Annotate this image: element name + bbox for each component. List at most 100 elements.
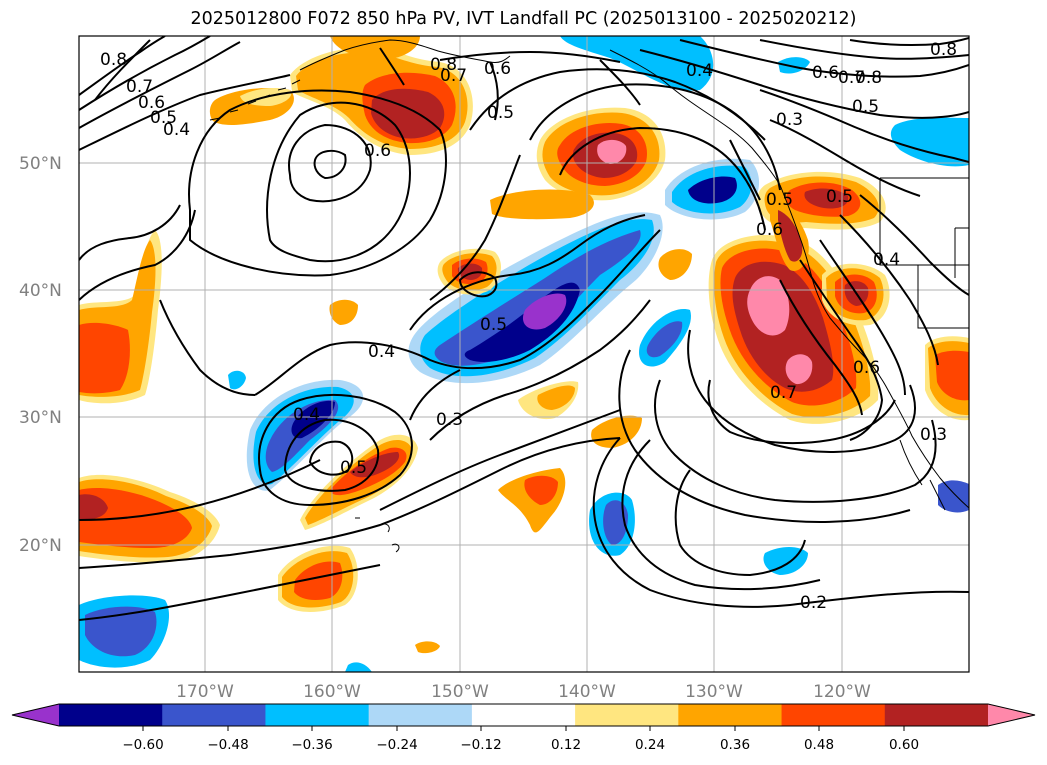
neg-patch-bottom-center bbox=[345, 662, 372, 672]
inland-border-3 bbox=[954, 227, 969, 278]
pos-gulf-max bbox=[597, 139, 627, 164]
colorbar-ticks bbox=[142, 726, 905, 731]
colorbar-tick-label: 0.12 bbox=[551, 737, 581, 753]
alaska-peninsula-coast bbox=[299, 39, 511, 71]
colorbar-tick-label: −0.12 bbox=[460, 737, 501, 753]
pos-s15-core bbox=[294, 561, 343, 600]
colorbar-outline bbox=[11, 703, 1036, 727]
pos-gulf-tail bbox=[490, 189, 594, 220]
colorbar-swatch bbox=[471, 704, 576, 726]
contour-label: 0.3 bbox=[436, 410, 463, 430]
neg-band-central-max bbox=[522, 293, 567, 330]
us-west-coast bbox=[811, 277, 969, 509]
colorbar-tick-label: −0.48 bbox=[207, 737, 248, 753]
neg-patch-south-core bbox=[603, 500, 628, 545]
contour-label: 0.8 bbox=[100, 50, 127, 70]
lon-label-120w: 120°W bbox=[813, 682, 871, 702]
lon-label-160w: 160°W bbox=[303, 682, 361, 702]
longitude-labels: 170°W 160°W 150°W 140°W 130°W 120°W bbox=[176, 682, 871, 702]
colorbar: −0.60 −0.48 −0.36 −0.24 −0.12 0.12 0.24 … bbox=[11, 703, 1036, 753]
lon-label-170w: 170°W bbox=[176, 682, 234, 702]
neg-gulf-core bbox=[688, 176, 737, 204]
neg-patch-sw-core bbox=[85, 606, 157, 657]
lat-label-20n: 20°N bbox=[19, 536, 62, 556]
colorbar-swatch bbox=[59, 704, 163, 726]
colorbar-swatch bbox=[265, 704, 370, 726]
neg-patch-far-east bbox=[938, 480, 969, 513]
neg-patch-small1 bbox=[228, 370, 246, 390]
colorbar-tick-label: 0.24 bbox=[635, 737, 665, 753]
colorbar-swatch bbox=[162, 704, 266, 726]
colorbar-swatch bbox=[884, 704, 989, 726]
coastlines bbox=[209, 39, 969, 553]
colorbar-swatch bbox=[678, 704, 783, 726]
bc-coast bbox=[779, 184, 813, 279]
contour-label: 0.6 bbox=[364, 141, 391, 161]
contour-label: 0.8 bbox=[430, 55, 457, 75]
colorbar-swatches bbox=[12, 704, 1035, 726]
map-title: 2025012800 F072 850 hPa PV, IVT Landfall… bbox=[190, 9, 857, 29]
contour-label: 0.3 bbox=[920, 425, 947, 445]
pos-east-edge-core bbox=[935, 350, 969, 401]
pos-coast-link-core bbox=[778, 210, 803, 262]
colorbar-tick-label: 0.48 bbox=[804, 737, 834, 753]
colorbar-extend-max bbox=[988, 704, 1035, 726]
mexico-gulf-coast bbox=[929, 479, 946, 511]
colorbar-swatch bbox=[368, 704, 473, 726]
colorbar-tick-label: −0.60 bbox=[122, 737, 163, 753]
pos-patch-160-38 bbox=[329, 299, 358, 325]
lon-label-130w: 130°W bbox=[685, 682, 743, 702]
pos-aleut-top bbox=[330, 36, 420, 60]
pos-west22-max bbox=[79, 494, 108, 520]
latitude-labels: 50°N 40°N 30°N 20°N bbox=[19, 154, 62, 556]
contour-label: 0.5 bbox=[766, 190, 793, 210]
contour-label: 0.4 bbox=[686, 61, 713, 81]
colorbar-swatch bbox=[575, 704, 679, 726]
map-frame bbox=[78, 35, 970, 673]
contour-label: 0.7 bbox=[770, 383, 797, 403]
contour-label: 0.6 bbox=[138, 93, 165, 113]
inland-border-2 bbox=[917, 265, 969, 329]
pos-patch-140-25-core bbox=[524, 475, 558, 505]
contour-label: 0.6 bbox=[756, 220, 783, 240]
neg-patch-top-right bbox=[778, 57, 810, 74]
colorbar-tick-label: 0.36 bbox=[720, 737, 750, 753]
contour-label: 0.8 bbox=[855, 68, 882, 88]
colorbar-tick-label: 0.60 bbox=[889, 737, 919, 753]
contour-label: 0.6 bbox=[812, 63, 839, 83]
pos-coast-max bbox=[804, 188, 849, 209]
pos-patch-133-42 bbox=[658, 249, 692, 280]
pos-patch-148-13 bbox=[415, 641, 440, 654]
neg-patch-mid2 bbox=[646, 321, 683, 358]
colorbar-swatch bbox=[781, 704, 886, 726]
pos-east-max1 bbox=[747, 276, 790, 336]
contour-label: 0.7 bbox=[126, 77, 153, 97]
contour-label: 0.8 bbox=[930, 40, 957, 60]
lon-label-140w: 140°W bbox=[558, 682, 616, 702]
inland-border-1 bbox=[879, 178, 969, 266]
hawaii-islands bbox=[355, 517, 400, 553]
lat-label-30n: 30°N bbox=[19, 408, 62, 428]
contour-label: 0.4 bbox=[368, 342, 395, 362]
se-alaska-coast bbox=[609, 49, 781, 186]
contour-label: 0.3 bbox=[776, 110, 803, 130]
contour-label: 0.7 bbox=[440, 66, 467, 86]
lon-label-150w: 150°W bbox=[431, 682, 489, 702]
neg-patch-east bbox=[890, 117, 969, 167]
pos-west35-core bbox=[79, 322, 130, 394]
pos-sw-band-max bbox=[350, 452, 400, 478]
contour-label: 0.4 bbox=[873, 250, 900, 270]
colorbar-tick-label: −0.36 bbox=[291, 737, 332, 753]
contour-label: 0.6 bbox=[853, 358, 880, 378]
contour-label: 0.5 bbox=[826, 187, 853, 207]
contour-labels: 0.8 0.7 0.6 0.5 0.4 0.6 0.8 0.7 0.6 0.5 … bbox=[100, 40, 957, 613]
contour-label: 0.6 bbox=[484, 59, 511, 79]
contour-label: 0.2 bbox=[800, 593, 827, 613]
pos-patch-140-30b bbox=[537, 385, 575, 410]
contour-label: 0.5 bbox=[487, 103, 514, 123]
contour-label: 0.7 bbox=[838, 68, 865, 88]
contour-label: 0.4 bbox=[163, 120, 190, 140]
contour-label: 0.5 bbox=[852, 97, 879, 117]
contour-label: 0.5 bbox=[480, 315, 507, 335]
